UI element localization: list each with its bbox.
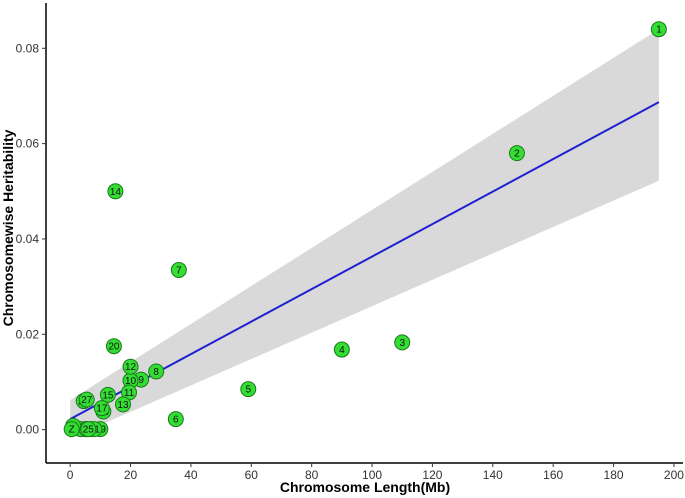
x-tick-label: 140: [483, 468, 503, 482]
data-point-3: 3: [394, 334, 411, 351]
regression-line: [69, 101, 660, 421]
confidence-band: [70, 29, 659, 439]
confidence-band-layer: [70, 29, 659, 439]
point-label: 3: [399, 338, 405, 349]
x-tick-label: 60: [245, 468, 259, 482]
point-label: 13: [117, 400, 129, 411]
trend-line-layer: [69, 101, 660, 421]
x-tick-label: 120: [422, 468, 442, 482]
x-tick-label: 100: [362, 468, 382, 482]
point-marker: [240, 381, 257, 398]
x-axis-title: Chromosome Length(Mb): [280, 479, 450, 495]
data-point-12: 12: [122, 358, 139, 375]
point-label: 1: [656, 25, 662, 36]
data-points-layer: 1234567891011121314151617181920212223242…: [63, 21, 667, 438]
data-point-Z: Z: [63, 421, 80, 438]
data-point-5: 5: [240, 381, 257, 398]
x-tick-label: 200: [664, 468, 684, 482]
point-label: Z: [69, 425, 75, 436]
point-label: 6: [173, 415, 179, 426]
y-tick-label: 0.02: [16, 327, 40, 341]
y-tick-label: 0.06: [16, 137, 40, 151]
point-label: 2: [514, 149, 520, 160]
data-point-4: 4: [333, 341, 350, 358]
point-label: 11: [124, 388, 135, 399]
point-marker: [114, 396, 131, 413]
point-marker: [148, 363, 165, 380]
point-marker: [333, 341, 350, 358]
point-marker: [78, 391, 95, 408]
point-marker: [63, 421, 80, 438]
point-marker: [80, 421, 97, 438]
x-tick-label: 160: [543, 468, 563, 482]
point-marker: [170, 261, 187, 278]
data-point-1: 1: [650, 21, 667, 38]
x-tick-label: 40: [184, 468, 198, 482]
x-tick-label: 20: [124, 468, 138, 482]
point-label: 8: [153, 367, 159, 378]
point-label: 27: [81, 395, 93, 406]
point-marker: [167, 411, 184, 428]
data-point-6: 6: [167, 411, 184, 428]
data-point-8: 8: [148, 363, 165, 380]
point-label: 17: [96, 404, 108, 415]
data-point-7: 7: [170, 261, 187, 278]
point-marker: [99, 386, 116, 403]
point-marker: [105, 338, 122, 355]
point-label: 15: [102, 390, 114, 401]
y-tick-label: 0.04: [16, 232, 40, 246]
point-marker: [122, 358, 139, 375]
data-point-17: 17: [93, 400, 110, 417]
point-marker: [107, 183, 124, 200]
point-label: 4: [339, 345, 345, 356]
x-tick-label: 0: [67, 468, 74, 482]
point-label: 25: [83, 425, 95, 436]
data-point-20: 20: [105, 338, 122, 355]
x-tick-label: 180: [604, 468, 624, 482]
point-marker: [508, 145, 525, 162]
point-label: 10: [125, 376, 137, 387]
point-label: 9: [138, 375, 144, 386]
point-marker: [650, 21, 667, 38]
y-tick-label: 0.00: [16, 423, 40, 437]
point-label: 12: [125, 362, 137, 373]
point-label: 5: [245, 385, 251, 396]
data-point-2: 2: [508, 145, 525, 162]
point-marker: [93, 400, 110, 417]
y-axis-title: Chromosomewise Heritability: [0, 129, 16, 326]
point-label: 7: [176, 265, 182, 276]
point-label: 20: [108, 342, 120, 353]
x-tick-label: 80: [305, 468, 319, 482]
data-point-25: 25: [80, 421, 97, 438]
axes-layer: 0 20 40 60 80 100 120 140 160 180 2000.000.020.040…: [16, 3, 684, 482]
y-tick-label: 0.08: [16, 41, 40, 55]
data-point-14: 14: [107, 183, 124, 200]
point-label: 14: [110, 187, 122, 198]
data-point-13: 13: [114, 396, 131, 413]
data-point-15: 15: [99, 386, 116, 403]
point-marker: [394, 334, 411, 351]
data-point-27: 27: [78, 391, 95, 408]
